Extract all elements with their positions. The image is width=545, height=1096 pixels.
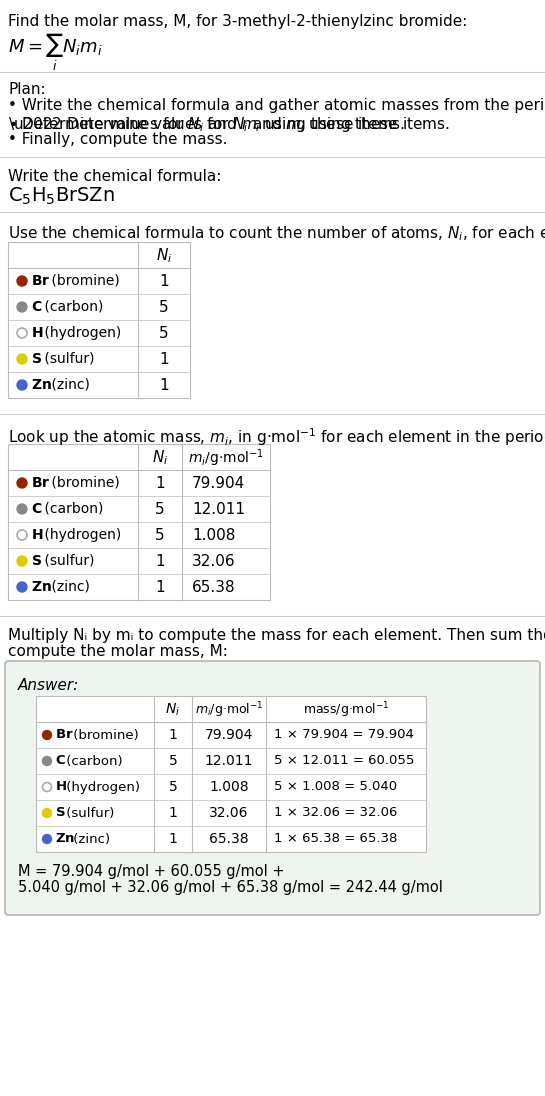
Circle shape [43, 756, 51, 765]
Text: 12.011: 12.011 [192, 502, 245, 516]
Text: $m_i$/g·mol$^{-1}$: $m_i$/g·mol$^{-1}$ [195, 700, 263, 720]
Bar [8, 242, 190, 398]
Circle shape [17, 582, 27, 592]
Text: $\mathbf{Br}$: $\mathbf{Br}$ [31, 274, 50, 288]
Circle shape [43, 834, 51, 844]
Text: $N_i$: $N_i$ [156, 247, 172, 265]
Text: 1: 1 [159, 377, 169, 392]
Text: (sulfur): (sulfur) [40, 352, 94, 366]
Text: $N_i$: $N_i$ [152, 448, 168, 467]
Text: 5: 5 [168, 780, 177, 794]
Circle shape [43, 809, 51, 818]
Text: (sulfur): (sulfur) [40, 553, 94, 568]
Text: $\mathbf{H}$: $\mathbf{H}$ [55, 780, 67, 794]
Text: $\mathbf{Zn}$: $\mathbf{Zn}$ [55, 833, 75, 845]
Text: 1: 1 [155, 476, 165, 491]
Text: Look up the atomic mass, $m_i$, in g·mol$^{-1}$ for each element in the periodic: Look up the atomic mass, $m_i$, in g·mol… [8, 426, 545, 447]
Text: Plan:: Plan: [8, 82, 46, 98]
Text: $\mathbf{Br}$: $\mathbf{Br}$ [31, 476, 50, 490]
Text: (bromine): (bromine) [47, 476, 120, 490]
Text: (zinc): (zinc) [69, 833, 110, 845]
Text: $m_i$/g·mol$^{-1}$: $m_i$/g·mol$^{-1}$ [188, 447, 264, 469]
Text: 5: 5 [159, 326, 169, 341]
Text: (hydrogen): (hydrogen) [40, 326, 121, 340]
Text: 1: 1 [155, 580, 165, 594]
Text: • Write the chemical formula and gather atomic masses from the periodic table.: • Write the chemical formula and gather … [8, 98, 545, 113]
Text: $\mathbf{H}$: $\mathbf{H}$ [31, 528, 44, 543]
Text: Multiply Nᵢ by mᵢ to compute the mass for each element. Then sum those values to: Multiply Nᵢ by mᵢ to compute the mass fo… [8, 628, 545, 643]
Text: 1 × 65.38 = 65.38: 1 × 65.38 = 65.38 [274, 833, 397, 845]
Text: 65.38: 65.38 [192, 580, 235, 594]
Text: 79.904: 79.904 [205, 728, 253, 742]
Text: (sulfur): (sulfur) [63, 807, 115, 820]
Text: 1 × 79.904 = 79.904: 1 × 79.904 = 79.904 [274, 729, 414, 742]
Text: 5 × 1.008 = 5.040: 5 × 1.008 = 5.040 [274, 780, 397, 794]
Circle shape [17, 478, 27, 488]
Text: \u2022 Determine values for $N_i$ and $m_i$ using these items.: \u2022 Determine values for $N_i$ and $m… [8, 115, 450, 134]
Text: $\mathbf{S}$: $\mathbf{S}$ [31, 553, 42, 568]
Text: $\mathbf{Zn}$: $\mathbf{Zn}$ [31, 580, 52, 594]
Circle shape [17, 302, 27, 312]
Text: $\mathbf{C}$: $\mathbf{C}$ [55, 754, 66, 767]
Text: 5 × 12.011 = 60.055: 5 × 12.011 = 60.055 [274, 754, 414, 767]
Text: Use the chemical formula to count the number of atoms, $N_i$, for each element:: Use the chemical formula to count the nu… [8, 224, 545, 242]
Text: 1: 1 [159, 274, 169, 288]
Text: 1.008: 1.008 [192, 527, 235, 543]
Text: $N_i$: $N_i$ [166, 701, 180, 718]
Text: M = 79.904 g/mol + 60.055 g/mol +: M = 79.904 g/mol + 60.055 g/mol + [18, 864, 284, 879]
Text: $\mathbf{Zn}$: $\mathbf{Zn}$ [31, 378, 52, 392]
Text: 1: 1 [155, 553, 165, 569]
Text: 1.008: 1.008 [209, 780, 249, 794]
Text: (bromine): (bromine) [69, 729, 139, 742]
Text: $\mathsf{C_5H_5BrSZn}$: $\mathsf{C_5H_5BrSZn}$ [8, 186, 115, 207]
Text: 5: 5 [159, 299, 169, 315]
Text: (hydrogen): (hydrogen) [63, 780, 141, 794]
Text: 1: 1 [168, 806, 178, 820]
Text: • Determine values for $N_i$ and $m_i$ using these items.: • Determine values for $N_i$ and $m_i$ u… [8, 115, 405, 134]
Text: 5: 5 [168, 754, 177, 768]
Text: (hydrogen): (hydrogen) [40, 528, 121, 543]
Text: $\mathbf{C}$: $\mathbf{C}$ [31, 502, 43, 516]
Text: $\mathbf{S}$: $\mathbf{S}$ [31, 352, 42, 366]
Text: • Finally, compute the mass.: • Finally, compute the mass. [8, 132, 227, 147]
Text: 12.011: 12.011 [205, 754, 253, 768]
Text: (bromine): (bromine) [47, 274, 120, 288]
Text: (zinc): (zinc) [47, 580, 90, 594]
Text: Find the molar mass, M, for 3-methyl-2-thienylzinc bromide:: Find the molar mass, M, for 3-methyl-2-t… [8, 14, 468, 28]
Text: $\mathbf{S}$: $\mathbf{S}$ [55, 807, 65, 820]
Circle shape [17, 556, 27, 566]
Circle shape [17, 276, 27, 286]
Circle shape [17, 380, 27, 390]
Circle shape [17, 354, 27, 364]
Circle shape [17, 504, 27, 514]
Text: (carbon): (carbon) [63, 754, 123, 767]
Text: compute the molar mass, M:: compute the molar mass, M: [8, 644, 228, 659]
Text: 1: 1 [168, 728, 178, 742]
FancyBboxPatch shape [5, 661, 540, 915]
Text: 1: 1 [159, 352, 169, 366]
Text: 1 × 32.06 = 32.06: 1 × 32.06 = 32.06 [274, 807, 397, 820]
Bar [36, 696, 426, 852]
Text: 79.904: 79.904 [192, 476, 245, 491]
Text: Write the chemical formula:: Write the chemical formula: [8, 169, 221, 184]
Text: mass/g·mol$^{-1}$: mass/g·mol$^{-1}$ [303, 700, 389, 720]
Text: $M = \sum_i N_i m_i$: $M = \sum_i N_i m_i$ [8, 32, 102, 73]
Circle shape [43, 731, 51, 740]
Text: 5: 5 [155, 502, 165, 516]
Text: Answer:: Answer: [18, 678, 79, 693]
Text: (zinc): (zinc) [47, 378, 90, 392]
Text: 32.06: 32.06 [209, 806, 249, 820]
Bar [8, 444, 270, 600]
Text: 65.38: 65.38 [209, 832, 249, 846]
Text: 5.040 g/mol + 32.06 g/mol + 65.38 g/mol = 242.44 g/mol: 5.040 g/mol + 32.06 g/mol + 65.38 g/mol … [18, 880, 443, 895]
Text: 32.06: 32.06 [192, 553, 235, 569]
Text: (carbon): (carbon) [40, 300, 104, 313]
Text: 5: 5 [155, 527, 165, 543]
Text: (carbon): (carbon) [40, 502, 104, 516]
Text: $\mathbf{H}$: $\mathbf{H}$ [31, 326, 44, 340]
Text: $\mathbf{Br}$: $\mathbf{Br}$ [55, 729, 74, 742]
Text: $\mathbf{C}$: $\mathbf{C}$ [31, 300, 43, 313]
Text: 1: 1 [168, 832, 178, 846]
